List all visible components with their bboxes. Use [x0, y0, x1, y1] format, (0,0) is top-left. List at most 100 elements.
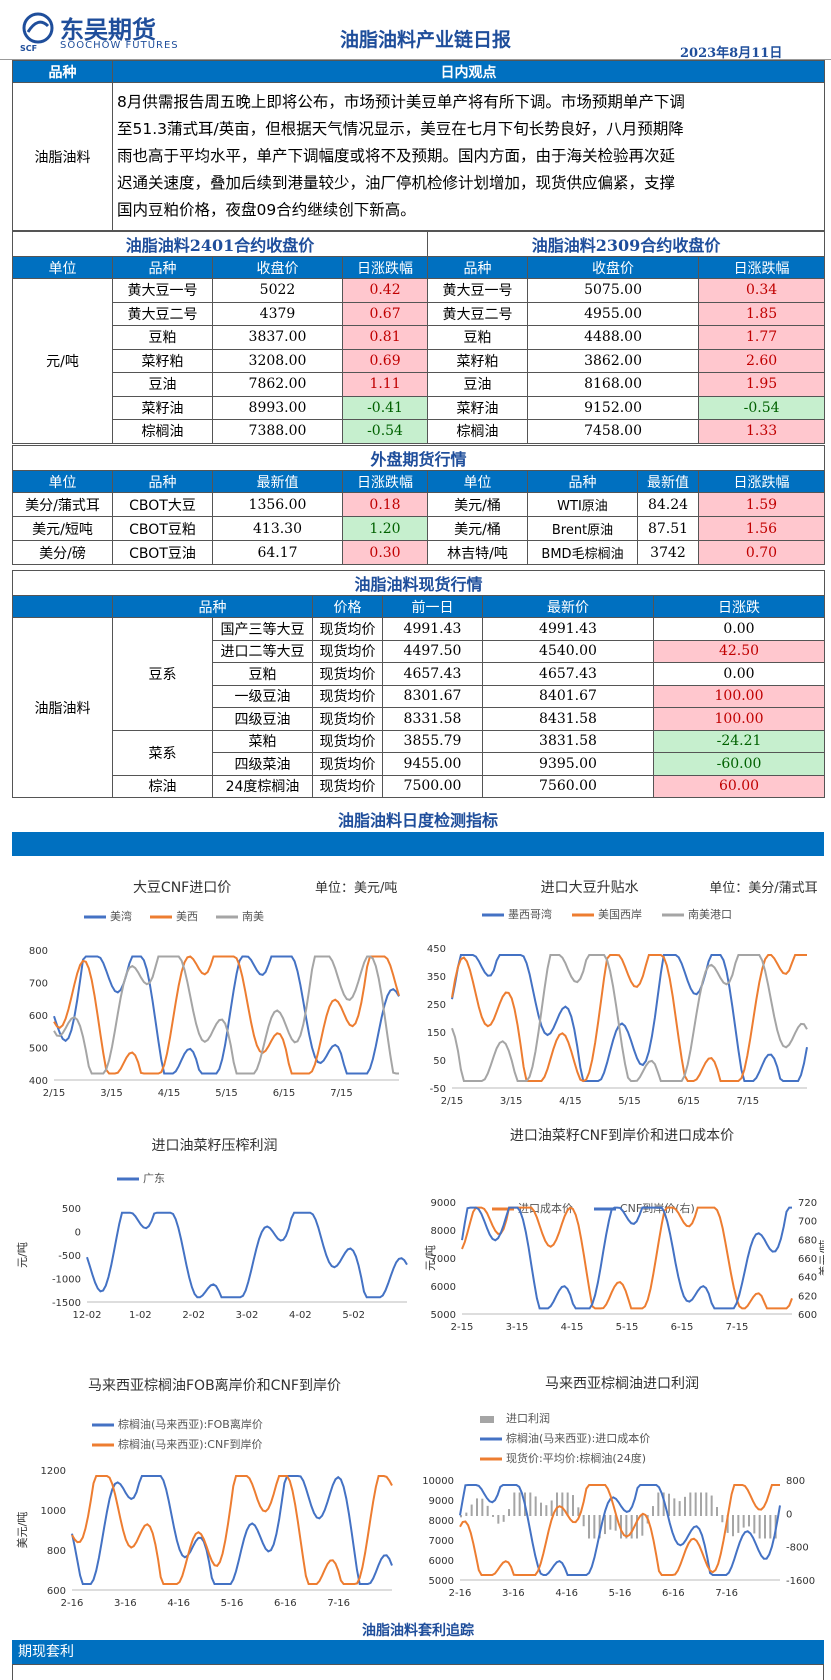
- y-tick-label: 8000: [431, 1226, 456, 1237]
- profit-bar: [497, 1515, 500, 1524]
- profit-bar: [572, 1495, 574, 1516]
- contract-change: 0.69: [341, 348, 429, 373]
- spot-price-type: 现货均价: [312, 729, 383, 753]
- external-header: 最新值: [637, 470, 699, 493]
- spot-change: -60.00: [652, 752, 826, 776]
- legend-label: 棕榈油(马来西亚):进口成本价: [506, 1431, 650, 1445]
- external-value: 413.30: [212, 516, 343, 541]
- contract-close: 3837.00: [212, 325, 343, 350]
- contract-name: 黄大豆一号: [112, 278, 213, 303]
- contract-row: 豆油 7862.00 1.11 豆油 8168.00 1.95: [13, 372, 826, 397]
- legend-label: 墨西哥湾: [508, 907, 552, 921]
- spot-row: 一级豆油 现货均价 8301.67 8401.67 100.00: [13, 684, 826, 708]
- view-line: 迟通关速度，叠加后续到港量较少，油厂停机检修计划增加，现货供应偏紧，支撑: [117, 174, 676, 192]
- spot-latest: 4540.00: [482, 639, 654, 663]
- spot-name: 24度棕榈油: [212, 774, 313, 798]
- contract-name: 棕榈油: [427, 419, 529, 444]
- x-tick-label: 4-16: [167, 1598, 190, 1609]
- x-tick-label: 4/15: [559, 1096, 581, 1107]
- contract-change: 0.67: [341, 301, 429, 326]
- external-header: 日涨跌幅: [342, 470, 428, 493]
- contract-name: 菜籽粕: [112, 348, 213, 373]
- spot-name: 菜粕: [212, 729, 313, 753]
- contract-name: 豆油: [112, 372, 213, 397]
- chart-unit: 单位：美元/吨: [315, 881, 397, 896]
- profit-bar: [508, 1509, 510, 1516]
- profit-bar: [710, 1495, 713, 1516]
- y-tick-label: 400: [29, 1076, 48, 1087]
- external-body: 美分/蒲式耳 CBOT大豆 1356.00 0.18 美元/桶 WTI原油 84.24 1.5…: [12, 492, 826, 565]
- y-tick-label-right: 700: [798, 1217, 817, 1228]
- y-tick-label-right: 680: [798, 1235, 817, 1246]
- spot-header: 最新价: [482, 595, 654, 618]
- company-logo: SCF 东吴期货 SOOCHOW FUTURES: [20, 10, 190, 54]
- profit-bar: [577, 1507, 580, 1516]
- y-tick-label-right: 800: [786, 1476, 805, 1487]
- external-header: 日涨跌幅: [697, 470, 826, 493]
- contract-change: 0.34: [698, 278, 826, 303]
- series-line: [53, 955, 400, 1075]
- spot-name: 四级豆油: [212, 707, 313, 731]
- spot-change: 100.00: [652, 707, 826, 731]
- x-tick-label: 4-16: [555, 1588, 578, 1599]
- y-tick-label: 8000: [429, 1516, 454, 1527]
- profit-bar: [476, 1498, 478, 1516]
- profit-bar: [652, 1506, 654, 1516]
- contract-unit: 元/吨: [12, 278, 113, 444]
- contract-close: 7862.00: [212, 372, 343, 397]
- logo-en-text: SOOCHOW FUTURES: [60, 40, 179, 51]
- spot-change: 0.00: [652, 662, 826, 686]
- contracts-header: 日涨跌幅: [341, 256, 429, 279]
- spot-header: 品种: [112, 595, 313, 618]
- chart-title: 进口油菜籽CNF到岸价和进口成本价: [510, 1128, 734, 1144]
- contract-name: 菜籽油: [112, 395, 213, 420]
- contract-name: 豆粕: [112, 325, 213, 350]
- contracts-title-right: 油脂油料2309合约收盘价: [427, 231, 826, 257]
- external-name: CBOT豆油: [112, 540, 213, 565]
- y-tick-label: 600: [29, 1011, 48, 1022]
- y-tick-label: 6000: [431, 1282, 456, 1293]
- chart-1: 大豆CNF进口价 单位：美元/吨 美湾 美西 南美 800 700 600 500 400 2/15…: [12, 862, 417, 1122]
- x-tick-label: 3-16: [502, 1588, 525, 1599]
- profit-bar: [540, 1502, 542, 1516]
- y-tick-label-right: -1600: [786, 1576, 815, 1587]
- profit-bar: [582, 1515, 585, 1527]
- contract-change: 1.33: [698, 419, 826, 444]
- contracts-header: 品种: [427, 256, 529, 279]
- view-line: 8月供需报告周五晚上即将公布，市场预计美豆单产将有所下调。市场预期单产下调: [117, 93, 685, 111]
- logo-scf-text: SCF: [20, 44, 38, 53]
- y-tick-label: 7000: [431, 1254, 456, 1265]
- spot-table: 油脂油料现货行情 品种 价格 前一日 最新价 日涨跌 油脂油料 豆系 国产三等大豆现…: [11, 570, 826, 798]
- spot-group: 菜系: [112, 729, 213, 776]
- profit-bar: [684, 1496, 686, 1516]
- daily-indicator-title: 油脂油料日度检测指标: [12, 810, 824, 832]
- profit-bar: [534, 1496, 537, 1516]
- contract-name: 棕榈油: [112, 419, 213, 444]
- external-change: 0.30: [342, 540, 428, 565]
- profit-bar: [753, 1515, 756, 1534]
- spot-prev: 8301.67: [382, 684, 483, 708]
- y-tick-label: 500: [62, 1204, 81, 1215]
- y-axis-label: 元/吨: [424, 1245, 437, 1271]
- spot-price-type: 现货均价: [312, 662, 383, 686]
- contract-change: 2.60: [698, 348, 826, 373]
- spot-header: 价格: [312, 595, 383, 618]
- profit-bar: [689, 1492, 692, 1516]
- contract-change: 1.85: [698, 301, 826, 326]
- spot-latest: 8431.58: [482, 707, 654, 731]
- contract-name: 菜籽粕: [427, 348, 529, 373]
- spot-header: 前一日: [382, 595, 483, 618]
- contract-change: 0.42: [341, 278, 429, 303]
- daily-indicator-bar: [12, 832, 824, 856]
- external-name: Brent原油: [527, 516, 638, 541]
- x-tick-label: 3-02: [236, 1310, 259, 1321]
- profit-bar: [486, 1505, 489, 1516]
- y-tick-label: 1200: [41, 1466, 66, 1477]
- spot-latest: 3831.58: [482, 729, 654, 753]
- profit-bar: [492, 1515, 494, 1517]
- legend-label: 棕榈油(马来西亚):CNF到岸价: [118, 1437, 263, 1451]
- spot-row: 进口二等大豆 现货均价 4497.50 4540.00 42.50: [13, 639, 826, 663]
- view-col-variety: 品种: [12, 60, 113, 83]
- y-tick-label: 7000: [429, 1536, 454, 1547]
- contract-name: 豆油: [427, 372, 529, 397]
